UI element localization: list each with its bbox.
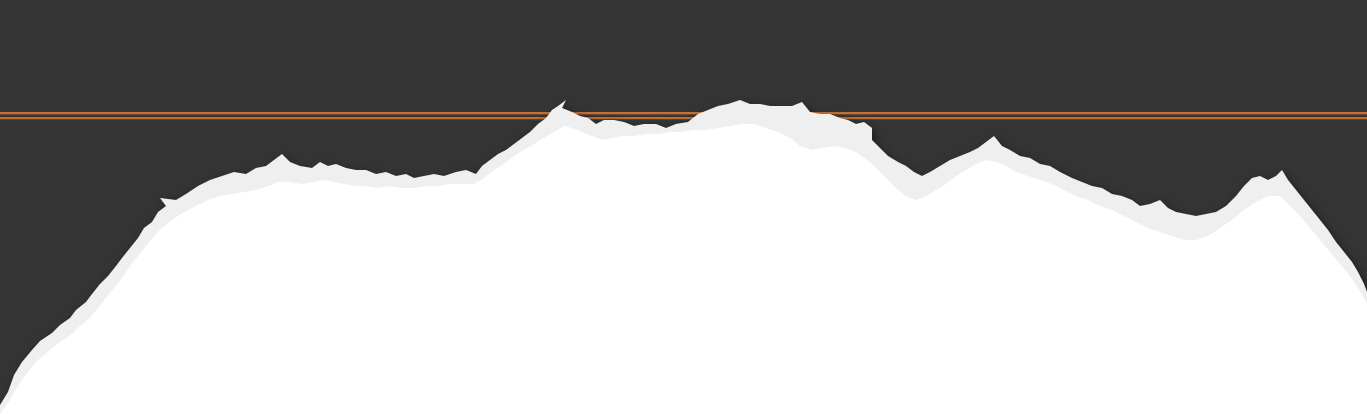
white-paper-body [0,124,1367,414]
copper-stripe [0,112,1367,121]
